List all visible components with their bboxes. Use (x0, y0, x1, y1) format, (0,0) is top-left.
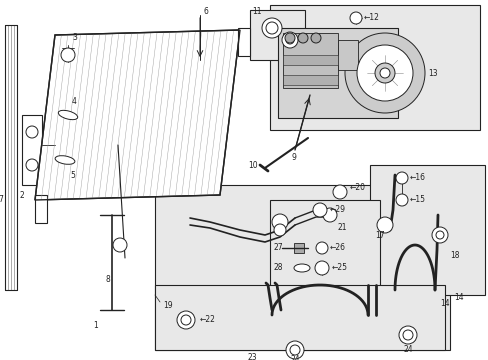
Circle shape (26, 126, 38, 138)
Circle shape (398, 326, 416, 344)
Circle shape (177, 311, 195, 329)
Bar (155, 185, 449, 350)
Text: 7: 7 (0, 195, 3, 204)
Text: ←29: ←29 (329, 206, 346, 215)
Circle shape (285, 33, 294, 43)
Circle shape (181, 315, 191, 325)
Bar (283, 33, 337, 88)
Circle shape (374, 63, 394, 83)
Text: 27: 27 (273, 243, 283, 252)
Text: ←16: ←16 (409, 174, 425, 183)
Bar (269, 200, 379, 290)
Text: 13: 13 (427, 68, 437, 77)
Text: 3: 3 (72, 33, 77, 42)
Circle shape (282, 32, 297, 48)
Text: 10: 10 (247, 161, 257, 170)
Circle shape (273, 224, 285, 236)
Text: ←12: ←12 (363, 13, 379, 22)
Text: ←25: ←25 (331, 264, 347, 273)
Text: 23: 23 (247, 352, 257, 360)
Bar (283, 55, 337, 65)
Text: 14: 14 (453, 292, 463, 302)
Text: 24: 24 (403, 345, 412, 354)
Text: 17: 17 (374, 230, 384, 239)
Circle shape (356, 45, 412, 101)
Circle shape (262, 18, 282, 38)
Circle shape (332, 185, 346, 199)
Circle shape (376, 217, 392, 233)
Bar (22, 115, 42, 185)
Circle shape (113, 238, 127, 252)
Text: 18: 18 (449, 251, 459, 260)
Circle shape (285, 341, 304, 359)
Text: 11: 11 (251, 8, 261, 17)
Circle shape (271, 214, 287, 230)
Ellipse shape (58, 111, 78, 120)
Bar (249, 10, 305, 60)
Text: 5: 5 (70, 171, 75, 180)
Text: 6: 6 (203, 8, 208, 17)
Circle shape (323, 208, 336, 222)
Circle shape (379, 68, 389, 78)
Text: ←26: ←26 (329, 243, 346, 252)
Text: 28: 28 (273, 264, 283, 273)
Circle shape (310, 33, 320, 43)
Bar (283, 75, 337, 85)
Circle shape (315, 242, 327, 254)
Text: ←20: ←20 (349, 184, 365, 193)
Text: 4: 4 (72, 98, 77, 107)
Text: 8: 8 (105, 275, 109, 284)
Circle shape (297, 33, 307, 43)
Text: 21: 21 (337, 224, 347, 233)
Polygon shape (35, 30, 240, 200)
Bar (293, 243, 304, 253)
Text: 9: 9 (291, 153, 296, 162)
Circle shape (402, 330, 412, 340)
Bar (238, 28, 249, 56)
Circle shape (435, 231, 443, 239)
Text: 2: 2 (20, 190, 25, 199)
Circle shape (312, 203, 326, 217)
Text: ←15: ←15 (409, 195, 425, 204)
Circle shape (395, 172, 407, 184)
Circle shape (395, 194, 407, 206)
Bar (369, 165, 484, 295)
Bar (35, 195, 47, 223)
Bar (269, 5, 479, 130)
Circle shape (285, 36, 293, 44)
Ellipse shape (55, 156, 75, 164)
Bar (337, 40, 357, 70)
Circle shape (265, 22, 278, 34)
Circle shape (314, 261, 328, 275)
Text: 1: 1 (93, 320, 98, 329)
Circle shape (61, 48, 75, 62)
Bar (278, 28, 397, 118)
Text: 24: 24 (289, 355, 299, 360)
Circle shape (431, 227, 447, 243)
Text: 14: 14 (439, 298, 448, 307)
Text: 19: 19 (163, 301, 172, 310)
Bar (155, 285, 444, 350)
Ellipse shape (293, 264, 309, 272)
Circle shape (289, 345, 299, 355)
Circle shape (349, 12, 361, 24)
Circle shape (26, 159, 38, 171)
Circle shape (345, 33, 424, 113)
Text: ←22: ←22 (200, 315, 215, 324)
